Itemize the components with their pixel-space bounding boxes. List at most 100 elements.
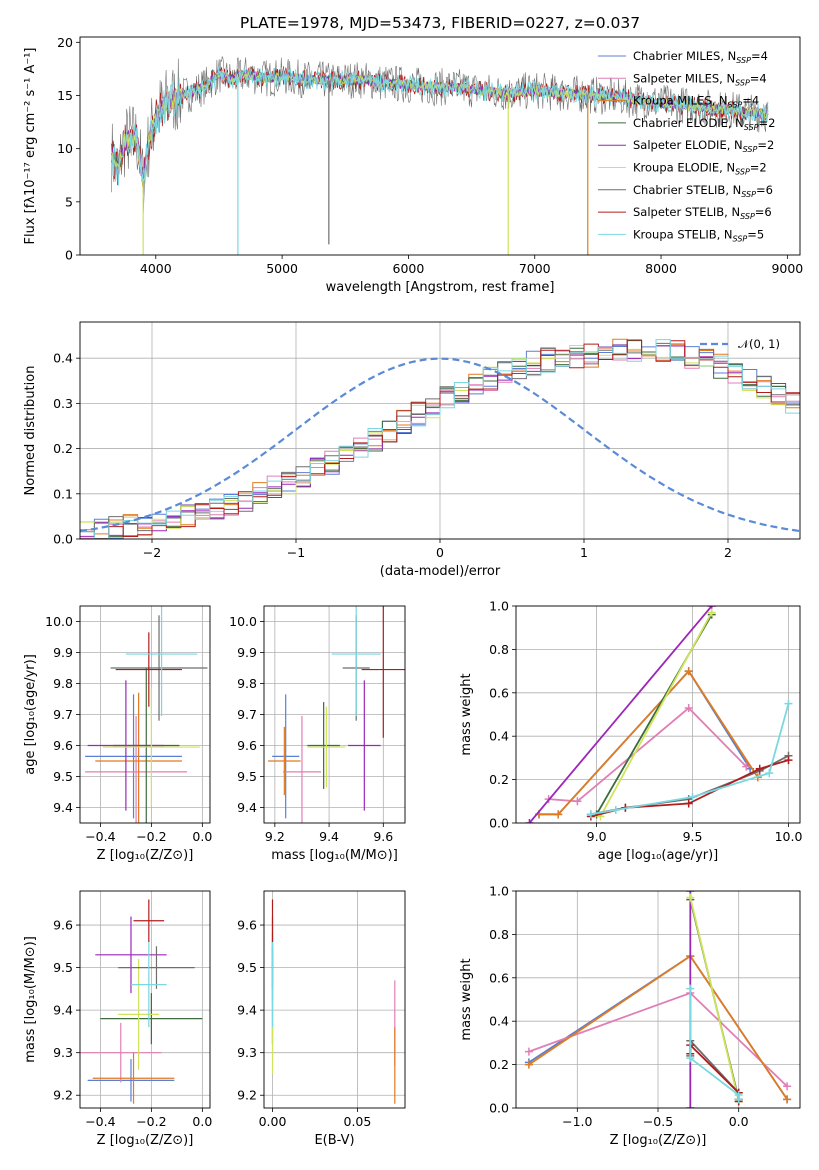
x-tick-label: −0.4 xyxy=(85,829,115,844)
y-tick-label: 9.5 xyxy=(53,960,73,975)
y-tick-label: 9.4 xyxy=(237,800,257,815)
weight-marker-kroupa_elodie xyxy=(686,893,695,902)
x-axis-label: (data-model)/error xyxy=(380,564,501,579)
y-tick-label: 0.2 xyxy=(489,1057,509,1072)
y-tick-label: 0.6 xyxy=(489,685,509,700)
x-tick-label: 6000 xyxy=(393,261,425,276)
x-tick-label: 9000 xyxy=(771,261,803,276)
legend-label-salpeter_stelib: Salpeter STELIB, NSSP=6 xyxy=(633,205,772,221)
x-tick-label: 0.0 xyxy=(192,829,212,844)
weight-marker-kroupa_stelib xyxy=(686,1054,695,1063)
y-tick-label: 9.7 xyxy=(237,707,257,722)
x-axis-label: Z [log₁₀(Z/Z⊙)] xyxy=(97,848,194,863)
weight_vs_age-axes xyxy=(512,605,800,827)
x-axis-label: E(B-V) xyxy=(314,1133,354,1148)
weight-marker-kroupa_miles xyxy=(783,1095,792,1104)
mass_vs_ebv-points xyxy=(271,899,396,1104)
y-tick-label: 9.7 xyxy=(53,707,73,722)
x-axis-label: wavelength [Angstrom, rest frame] xyxy=(326,280,555,295)
y-axis-label: age [log₁₀(age/yr)] xyxy=(23,654,38,775)
weight_vs_Z-lines xyxy=(524,891,792,1108)
weight-marker-salpeter_miles xyxy=(684,703,693,712)
y-tick-label: 9.8 xyxy=(53,676,73,691)
histogram-kroupa_stelib xyxy=(80,339,800,539)
y-tick-label: 9.2 xyxy=(237,1088,257,1103)
y-tick-label: 9.6 xyxy=(237,738,257,753)
weight-marker-kroupa_miles xyxy=(684,667,693,676)
y-tick-label: 9.9 xyxy=(237,645,257,660)
x-axis-label: mass [log₁₀(M/M⊙)] xyxy=(271,848,398,863)
x-axis-label: Z [log₁₀(Z/Z⊙)] xyxy=(97,1133,194,1148)
weight-marker-salpeter_elodie xyxy=(525,819,534,823)
weight-marker-salpeter_stelib xyxy=(684,799,693,808)
legend-label-normal: 𝒩(0, 1) xyxy=(738,337,780,351)
y-tick-label: 0.8 xyxy=(489,642,509,657)
y-tick-label: 9.4 xyxy=(53,1003,73,1018)
y-tick-label: 9.2 xyxy=(53,1088,73,1103)
weight-marker-kroupa_stelib xyxy=(611,805,620,814)
y-tick-label: 0.0 xyxy=(489,1101,509,1116)
y-tick-label: 0.2 xyxy=(53,441,73,456)
axes-frame xyxy=(263,605,406,824)
weight-line-kroupa_stelib xyxy=(689,988,740,1100)
weight-line-kroupa_elodie xyxy=(599,612,713,817)
y-tick-label: 0.4 xyxy=(489,729,509,744)
y-tick-label: 9.6 xyxy=(53,738,73,753)
y-tick-label: 5 xyxy=(65,194,73,209)
x-tick-label: −1.0 xyxy=(562,1114,592,1129)
legend-label-kroupa_stelib: Kroupa STELIB, NSSP=5 xyxy=(633,227,764,243)
y-tick-label: 0.4 xyxy=(53,351,73,366)
legend-label-salpeter_elodie: Salpeter ELODIE, NSSP=2 xyxy=(633,138,774,154)
weight_vs_age-lines xyxy=(525,606,793,823)
y-tick-label: 0 xyxy=(65,248,73,263)
x-tick-label: 0.00 xyxy=(259,1114,287,1129)
axes-frame xyxy=(79,321,801,540)
weight-line-salpeter_miles xyxy=(548,706,747,803)
x-tick-label: 10.0 xyxy=(775,829,803,844)
weight-marker-kroupa_stelib xyxy=(765,769,774,778)
legend-label-chabrier_miles: Chabrier MILES, NSSP=4 xyxy=(633,49,768,65)
y-tick-label: 20 xyxy=(57,35,73,50)
residual-histograms xyxy=(80,338,800,539)
y-tick-label: 0.6 xyxy=(489,970,509,985)
axes-frame xyxy=(79,890,211,1109)
weight-marker-salpeter_miles xyxy=(524,1047,533,1056)
weight-marker-salpeter_miles xyxy=(742,762,751,771)
residuals-axes xyxy=(76,322,800,543)
weight-marker-salpeter_stelib xyxy=(755,764,764,773)
axes-frame xyxy=(515,605,801,824)
mass_vs_Z-axes xyxy=(76,891,210,1112)
x-tick-label: 0.0 xyxy=(192,1114,212,1129)
weight-marker-salpeter_miles xyxy=(573,797,582,806)
y-tick-label: 9.5 xyxy=(237,960,257,975)
weight-marker-salpeter_stelib xyxy=(784,756,793,765)
axes-frame xyxy=(79,605,211,824)
x-tick-label: 0.0 xyxy=(729,1114,749,1129)
x-tick-label: −2 xyxy=(143,545,161,560)
y-axis-label: Normed distribution xyxy=(23,366,38,496)
axes-frame xyxy=(515,890,801,1109)
y-tick-label: 0.8 xyxy=(489,927,509,942)
x-tick-label: 2 xyxy=(724,545,732,560)
axes-frame xyxy=(79,36,801,256)
x-tick-label: 8000 xyxy=(645,261,677,276)
spectrum-series-kroupa_stelib xyxy=(111,66,769,186)
x-axis-label: age [log₁₀(age/yr)] xyxy=(598,848,719,863)
y-axis-label: mass weight xyxy=(459,958,474,1040)
x-tick-label: −0.4 xyxy=(85,1114,115,1129)
weight-line-kroupa_elodie xyxy=(689,897,740,1102)
legend-label-salpeter_miles: Salpeter MILES, NSSP=4 xyxy=(633,71,767,87)
weight-line-kroupa_miles xyxy=(539,669,759,816)
age_vs_mass-points xyxy=(268,606,405,823)
spectrum-axes xyxy=(76,41,788,259)
weight-marker-kroupa_stelib xyxy=(688,792,697,801)
weight-marker-salpeter_miles xyxy=(783,1082,792,1091)
spectrum-lines xyxy=(111,55,769,255)
weight-line-salpeter_elodie xyxy=(528,606,713,823)
y-tick-label: 9.4 xyxy=(237,1003,257,1018)
y-tick-label: 9.4 xyxy=(53,800,73,815)
y-tick-label: 10 xyxy=(57,141,73,156)
x-tick-label: 5000 xyxy=(266,261,298,276)
y-tick-label: 0.0 xyxy=(53,532,73,547)
y-tick-label: 9.8 xyxy=(237,676,257,691)
